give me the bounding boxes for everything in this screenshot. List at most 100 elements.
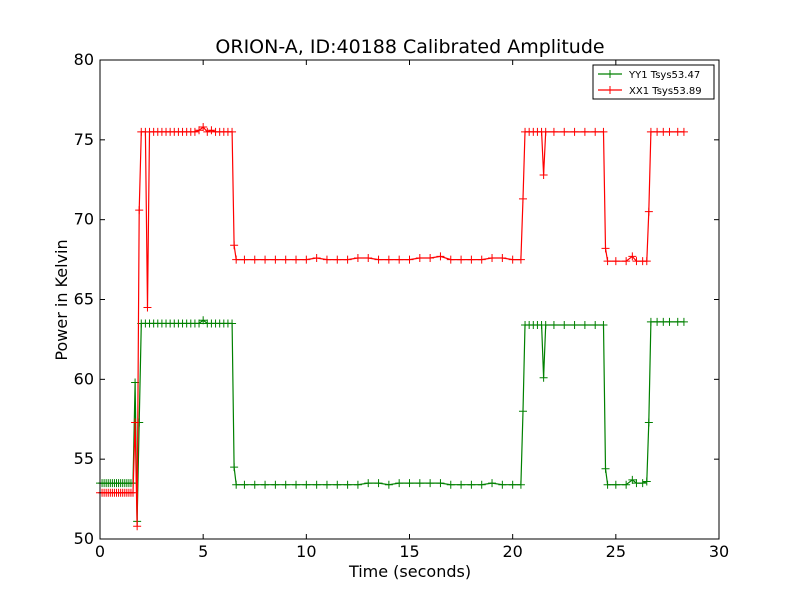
data-point: [518, 407, 527, 416]
data-point: [580, 127, 589, 136]
data-point: [580, 321, 589, 330]
data-point: [446, 255, 455, 264]
data-point: [240, 480, 249, 489]
data-point: [467, 255, 476, 264]
legend-item-0: YY1 Tsys53.47: [598, 70, 700, 81]
data-point: [195, 319, 204, 328]
data-point: [364, 479, 373, 488]
data-point: [516, 480, 525, 489]
legend-label: YY1 Tsys53.47: [628, 70, 700, 81]
data-point: [228, 127, 237, 136]
x-axis-title: Time (seconds): [348, 562, 471, 581]
data-point: [665, 127, 674, 136]
data-point: [292, 255, 301, 264]
data-point: [199, 123, 208, 132]
data-point: [541, 321, 550, 330]
data-point: [549, 321, 558, 330]
data-point: [343, 255, 352, 264]
legend: YY1 Tsys53.47 XX1 Tsys53.89: [592, 64, 715, 100]
y-tick-label: 80: [74, 50, 94, 69]
data-point: [374, 255, 383, 264]
data-point: [498, 253, 507, 262]
data-point: [292, 480, 301, 489]
x-tick-label: 25: [606, 542, 626, 561]
data-point: [135, 206, 144, 215]
data-point: [549, 127, 558, 136]
series-1: [96, 123, 688, 531]
data-point: [642, 477, 651, 486]
x-tick-label: 30: [709, 542, 729, 561]
data-point: [570, 321, 579, 330]
data-point: [261, 480, 270, 489]
data-point: [281, 255, 290, 264]
data-point: [322, 480, 331, 489]
chart-title: ORION-A, ID:40188 Calibrated Amplitude: [215, 36, 604, 58]
x-tick-label: 20: [502, 542, 522, 561]
y-axis-title: Power in Kelvin: [52, 239, 71, 360]
data-point: [240, 255, 249, 264]
data-point: [508, 255, 517, 264]
data-point: [261, 255, 270, 264]
data-point: [405, 255, 414, 264]
data-point: [467, 480, 476, 489]
data-point: [611, 257, 620, 266]
data-point: [457, 255, 466, 264]
data-point: [374, 479, 383, 488]
data-point: [679, 127, 688, 136]
x-tick-label: 10: [296, 542, 316, 561]
data-point: [312, 480, 321, 489]
data-point: [415, 253, 424, 262]
data-point: [395, 255, 404, 264]
y-tick-label: 75: [74, 130, 94, 149]
data-point: [591, 321, 600, 330]
data-point: [333, 255, 342, 264]
y-tick-label: 70: [74, 210, 94, 229]
data-point: [611, 480, 620, 489]
legend-label: XX1 Tsys53.89: [629, 86, 702, 97]
data-point: [603, 480, 612, 489]
data-point: [539, 373, 548, 382]
data-point: [599, 321, 608, 330]
data-point: [644, 207, 653, 216]
data-point: [570, 127, 579, 136]
data-point: [281, 480, 290, 489]
data-point: [436, 252, 445, 261]
data-point: [405, 479, 414, 488]
data-point: [426, 253, 435, 262]
y-tick-label: 50: [74, 529, 94, 548]
data-point: [457, 480, 466, 489]
data-point: [230, 463, 239, 472]
legend-item-1: XX1 Tsys53.89: [598, 86, 702, 97]
data-point: [516, 255, 525, 264]
data-point: [302, 480, 311, 489]
y-tick-label: 65: [74, 290, 94, 309]
axes: 0 5 10 15 20 25 30 50 55 60 65 70 75 80: [74, 50, 730, 561]
data-point: [199, 316, 208, 325]
data-point: [250, 255, 259, 264]
x-tick-label: 15: [399, 542, 419, 561]
data-point: [498, 480, 507, 489]
data-point: [232, 480, 241, 489]
data-point: [353, 480, 362, 489]
data-point: [477, 255, 486, 264]
data-point: [488, 479, 497, 488]
data-point: [539, 170, 548, 179]
data-point: [230, 241, 239, 250]
data-point: [143, 303, 152, 312]
y-tick-label: 60: [74, 369, 94, 388]
data-point: [131, 418, 140, 427]
plot-area: [96, 123, 688, 531]
data-point: [508, 480, 517, 489]
data-point: [599, 127, 608, 136]
x-tick-label: 0: [95, 542, 105, 561]
data-point: [203, 127, 212, 136]
data-point: [384, 480, 393, 489]
data-point: [665, 317, 674, 326]
data-point: [601, 464, 610, 473]
data-point: [250, 480, 259, 489]
data-point: [129, 488, 138, 497]
data-point: [271, 480, 280, 489]
data-point: [560, 127, 569, 136]
x-tick-label: 5: [198, 542, 208, 561]
data-point: [628, 252, 637, 261]
